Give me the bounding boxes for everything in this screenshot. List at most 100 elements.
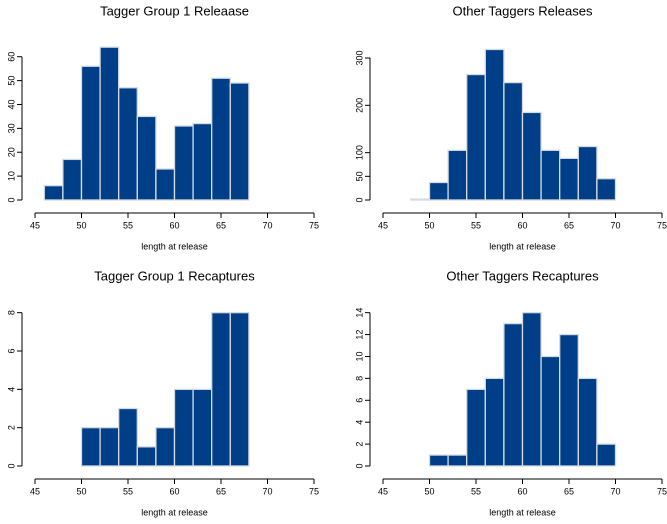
x-tick-label: 55 [123, 220, 133, 230]
bar [155, 427, 176, 467]
bar [577, 145, 598, 201]
y-tick-label: 10 [354, 351, 364, 361]
x-tick-label: 65 [216, 486, 226, 496]
bar [559, 333, 579, 467]
bar [428, 454, 449, 467]
y-tick-label: 0 [6, 463, 16, 468]
bar [211, 312, 231, 467]
bar [118, 87, 138, 201]
bar [80, 65, 101, 201]
y-tick-label: 6 [354, 398, 364, 403]
x-tick-label: 55 [471, 486, 481, 496]
x-tick-label: 75 [309, 220, 319, 230]
bar [540, 355, 561, 467]
x-tick-label: 75 [657, 486, 667, 496]
bar [211, 77, 231, 201]
bar [466, 73, 486, 201]
chart-title: Other Taggers Recaptures [446, 268, 599, 283]
y-tick-label: 4 [354, 420, 364, 425]
x-axis-label: length at release [489, 241, 556, 251]
bar [428, 181, 449, 201]
x-tick-label: 45 [378, 220, 388, 230]
bar [447, 454, 468, 467]
x-tick-label: 70 [610, 486, 620, 496]
y-tick-label: 20 [6, 147, 16, 157]
chart-title: Tagger Group 1 Recaptures [94, 268, 255, 283]
x-tick-label: 50 [76, 220, 86, 230]
bar [99, 427, 120, 467]
y-tick-label: 40 [6, 99, 16, 109]
bar [521, 312, 542, 467]
y-tick-label: 30 [6, 123, 16, 133]
bar [229, 312, 250, 467]
x-tick-label: 45 [378, 486, 388, 496]
bar [521, 111, 542, 201]
y-tick-label: 14 [354, 308, 364, 318]
y-tick-label: 200 [354, 98, 364, 113]
bar [136, 115, 157, 201]
y-tick-label: 100 [354, 145, 364, 160]
x-tick-label: 50 [76, 486, 86, 496]
bar [99, 46, 120, 201]
y-tick-label: 50 [354, 171, 364, 181]
y-tick-label: 0 [354, 463, 364, 468]
x-tick-label: 55 [123, 486, 133, 496]
bar [118, 407, 138, 467]
bar [62, 158, 83, 201]
bar [596, 178, 617, 201]
x-tick-label: 50 [424, 220, 434, 230]
x-tick-label: 75 [657, 220, 667, 230]
bar [447, 149, 468, 201]
y-tick-label: 4 [6, 387, 16, 392]
x-axis-label: length at release [489, 507, 556, 517]
x-tick-label: 70 [262, 220, 272, 230]
bar [484, 48, 505, 201]
y-tick-label: 10 [6, 171, 16, 181]
x-tick-label: 60 [517, 486, 527, 496]
y-tick-label: 2 [6, 425, 16, 430]
x-tick-label: 45 [30, 220, 40, 230]
x-axis-label: length at release [141, 241, 208, 251]
x-tick-label: 70 [610, 220, 620, 230]
y-tick-label: 300 [354, 50, 364, 65]
bar [540, 149, 561, 201]
y-tick-label: 8 [6, 310, 16, 315]
y-tick-label: 8 [354, 376, 364, 381]
bar [410, 198, 431, 201]
bar [80, 427, 101, 467]
y-tick-label: 0 [6, 197, 16, 202]
bar [43, 185, 64, 201]
bar [559, 157, 579, 201]
bar [173, 125, 194, 201]
bar [577, 377, 598, 467]
chart-title: Tagger Group 1 Releaase [100, 3, 249, 18]
x-tick-label: 75 [309, 486, 319, 496]
x-tick-label: 70 [262, 486, 272, 496]
x-tick-label: 60 [169, 486, 179, 496]
y-tick-label: 60 [6, 52, 16, 62]
y-tick-label: 50 [6, 76, 16, 86]
bar [503, 81, 524, 201]
x-tick-label: 50 [424, 486, 434, 496]
y-tick-label: 12 [354, 330, 364, 340]
bar [155, 168, 176, 201]
y-tick-label: 0 [354, 197, 364, 202]
y-tick-label: 2 [354, 442, 364, 447]
x-tick-label: 60 [169, 220, 179, 230]
bar [136, 446, 157, 467]
x-tick-label: 65 [564, 220, 574, 230]
x-tick-label: 55 [471, 220, 481, 230]
bar [229, 82, 250, 201]
bar [484, 377, 505, 467]
x-tick-label: 45 [30, 486, 40, 496]
chart-title: Other Taggers Releases [453, 3, 593, 18]
bar [173, 388, 194, 467]
bar [192, 122, 213, 201]
bar [596, 443, 617, 467]
bar [192, 388, 213, 467]
x-tick-label: 65 [564, 486, 574, 496]
bar [466, 388, 486, 467]
x-tick-label: 60 [517, 220, 527, 230]
